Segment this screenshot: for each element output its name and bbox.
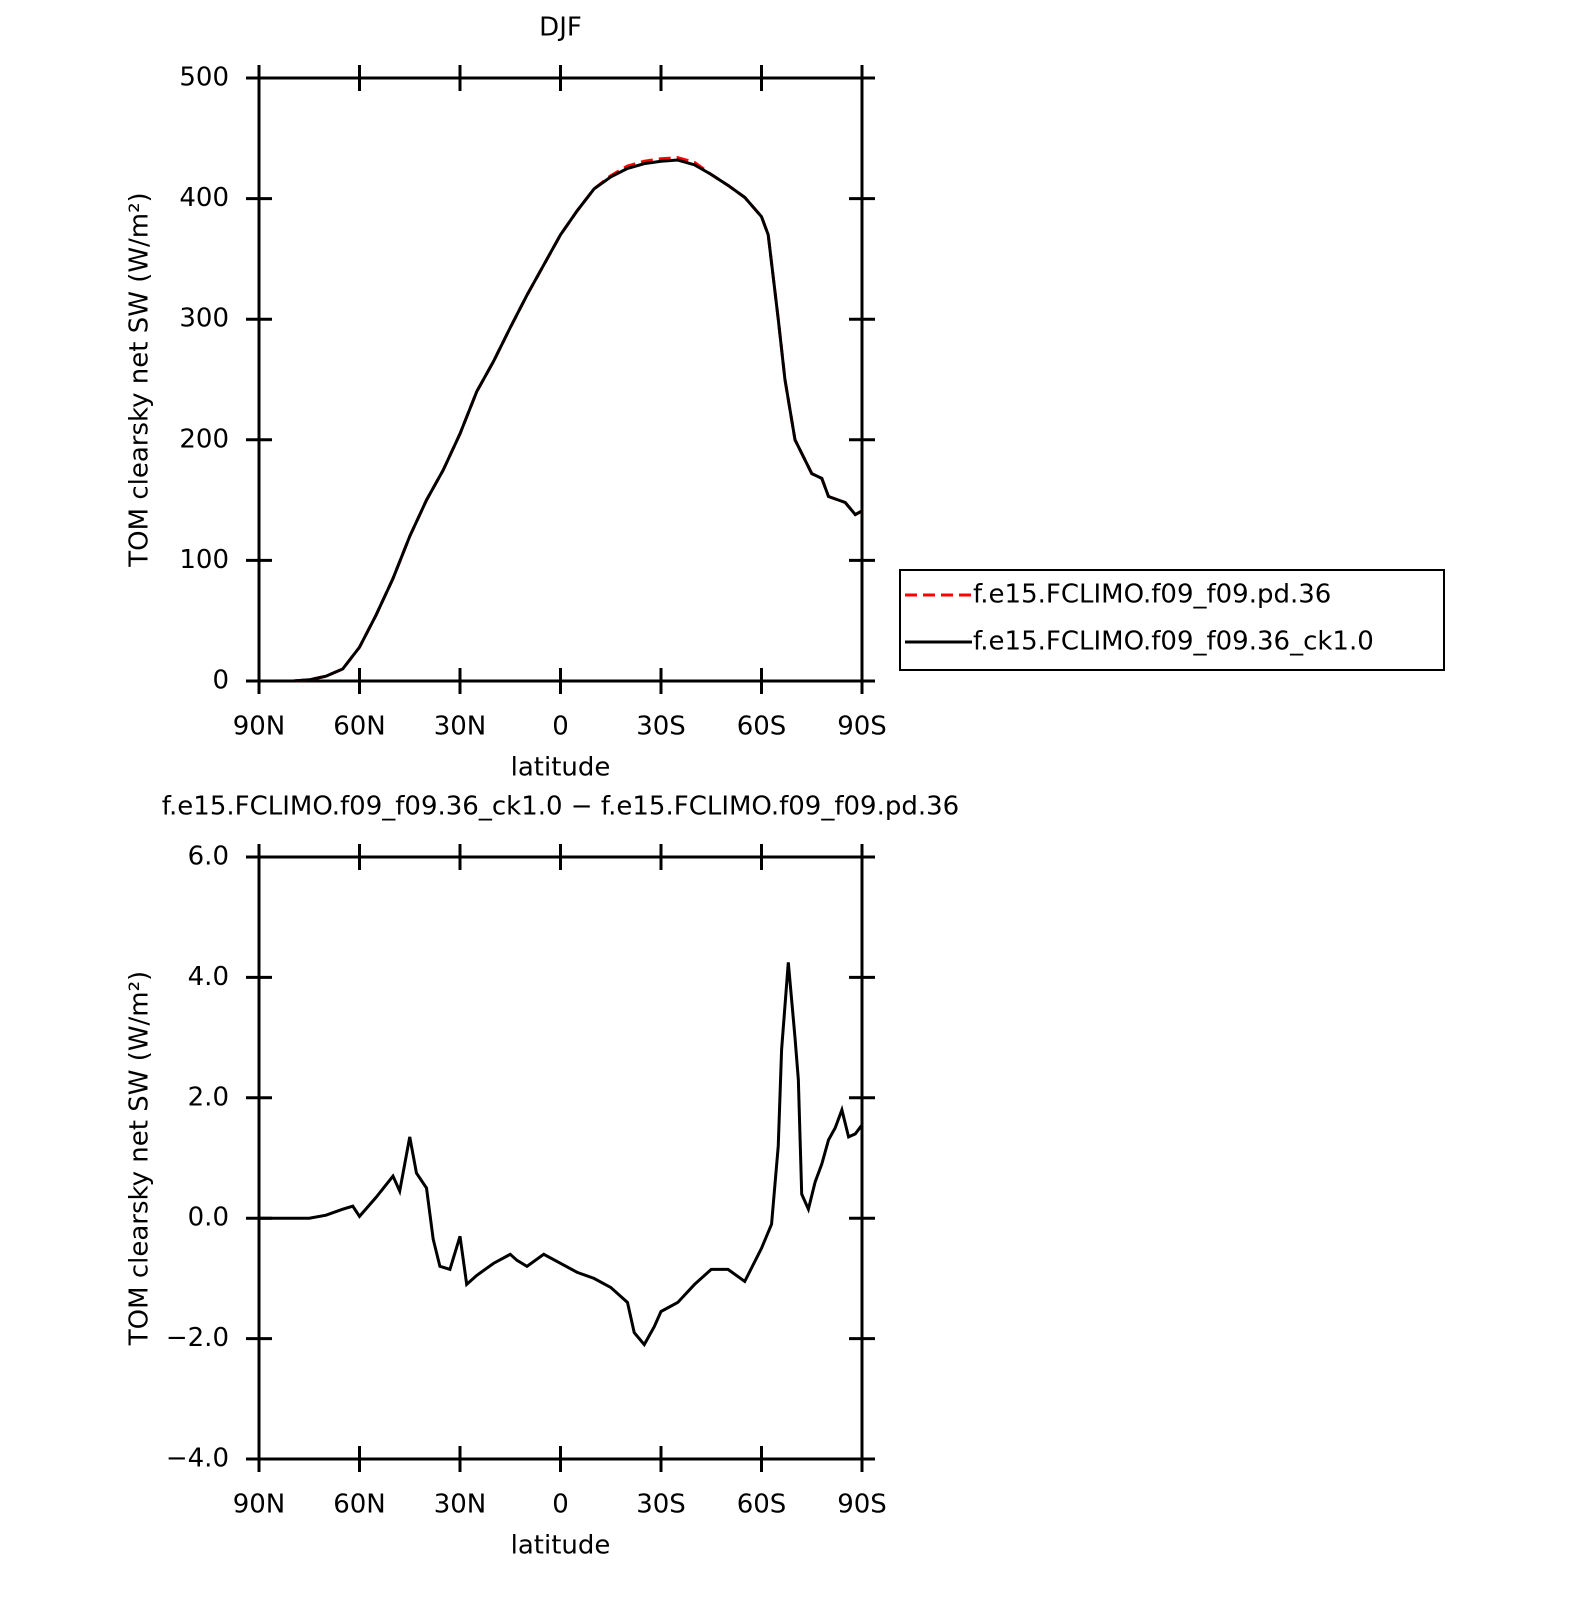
x-tick-label: 90S [837, 712, 887, 742]
x-tick-label: 60N [333, 1490, 386, 1520]
x-tick-label: 30N [434, 1490, 487, 1520]
chart-title: DJF [539, 13, 582, 43]
x-tick-label: 60N [333, 712, 386, 742]
x-tick-label: 0 [552, 712, 569, 742]
x-tick-label: 90N [233, 1490, 286, 1520]
legend-box [899, 569, 1445, 671]
x-axis-label: latitude [511, 753, 611, 783]
x-tick-label: 60S [737, 1490, 787, 1520]
y-tick-label: 0 [212, 666, 229, 696]
x-tick-label: 30S [636, 1490, 686, 1520]
x-axis-label: latitude [511, 1531, 611, 1561]
chart-title: f.e15.FCLIMO.f09_f09.36_ck1.0 − f.e15.FC… [162, 792, 959, 822]
y-tick-label: 4.0 [188, 962, 229, 992]
y-tick-label: 300 [179, 304, 229, 334]
y-axis-label: TOM clearsky net SW (W/m²) [125, 192, 155, 567]
y-tick-label: −2.0 [166, 1323, 229, 1353]
legend-label: f.e15.FCLIMO.f09_f09.36_ck1.0 [973, 627, 1374, 657]
plot-frame [257, 855, 864, 1461]
y-tick-label: 0.0 [188, 1203, 229, 1233]
y-tick-label: 200 [179, 424, 229, 454]
x-tick-label: 30S [636, 712, 686, 742]
legend-label: f.e15.FCLIMO.f09_f09.pd.36 [973, 580, 1331, 610]
y-tick-label: 400 [179, 183, 229, 213]
y-tick-label: 6.0 [188, 842, 229, 872]
y-tick-label: −4.0 [166, 1444, 229, 1474]
data-line [259, 962, 864, 1348]
data-line [259, 158, 863, 683]
x-tick-label: 60S [737, 712, 787, 742]
y-tick-label: 2.0 [188, 1082, 229, 1112]
x-tick-label: 0 [552, 1490, 569, 1520]
x-tick-label: 90S [837, 1490, 887, 1520]
y-axis-label: TOM clearsky net SW (W/m²) [125, 971, 155, 1346]
x-tick-label: 90N [233, 712, 286, 742]
plot-frame [257, 76, 864, 683]
x-tick-label: 30N [434, 712, 487, 742]
y-tick-label: 500 [179, 63, 229, 93]
y-tick-label: 100 [179, 545, 229, 575]
